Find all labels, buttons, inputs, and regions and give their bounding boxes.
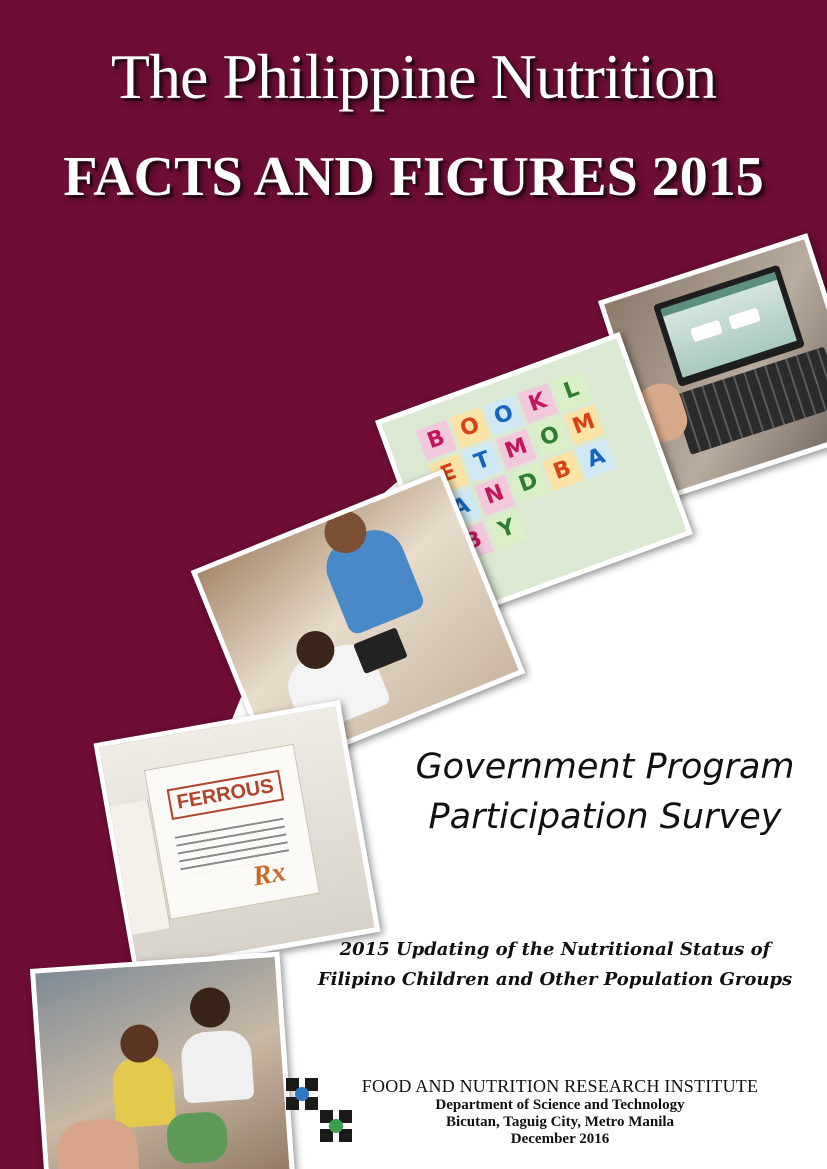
block-letter: N	[474, 474, 516, 517]
child-2-head	[188, 986, 232, 1029]
child-4	[165, 1110, 229, 1165]
fnri-logo-icon	[286, 1078, 352, 1142]
institute-block: FOOD AND NUTRITION RESEARCH INSTITUTE De…	[340, 1075, 780, 1148]
block-letter: L	[551, 370, 593, 412]
block-letter: M	[495, 428, 537, 470]
subtitle-line2: Filipino Children and Other Population G…	[317, 969, 793, 990]
medicine-boxes-photo: FERROUS Rx	[93, 700, 381, 975]
child-1	[111, 1054, 177, 1129]
institute-name: FOOD AND NUTRITION RESEARCH INSTITUTE	[361, 1076, 759, 1096]
child-2	[179, 1028, 255, 1104]
block-letter: M	[563, 404, 605, 446]
survey-title-line2: Participation Survey	[428, 797, 782, 837]
block-letter: O	[483, 395, 525, 437]
block-letter: B	[541, 450, 583, 492]
block-letter: A	[575, 438, 617, 480]
tablet	[353, 627, 408, 675]
block-letter: D	[508, 462, 550, 504]
medicine-box: FERROUS Rx	[143, 743, 320, 920]
rx-mark: Rx	[250, 856, 289, 893]
subtitle-line1: 2015 Updating of the Nutritional Status …	[339, 939, 771, 960]
institute-department: Department of Science and Technology	[435, 1097, 685, 1113]
block-letter: B	[415, 419, 457, 461]
block-letter: O	[529, 416, 571, 458]
survey-subtitle: 2015 Updating of the Nutritional Status …	[300, 935, 810, 995]
block-letter: O	[449, 407, 491, 449]
institute-address: Bicutan, Taguig City, Metro Manila	[445, 1114, 675, 1130]
cover-title-line1: The Philippine Nutrition	[110, 41, 717, 112]
block-letter: T	[461, 441, 503, 483]
publication-date: December 2016	[510, 1131, 610, 1147]
children-photo	[29, 951, 297, 1169]
survey-title: Government Program Participation Survey	[400, 742, 810, 842]
cover-title-line2: FACTS AND FIGURES 2015	[63, 146, 764, 208]
box-label: FERROUS	[166, 769, 285, 821]
survey-title-line1: Government Program	[415, 747, 795, 787]
block-letter: Y	[486, 508, 528, 550]
block-letter: K	[517, 382, 559, 424]
